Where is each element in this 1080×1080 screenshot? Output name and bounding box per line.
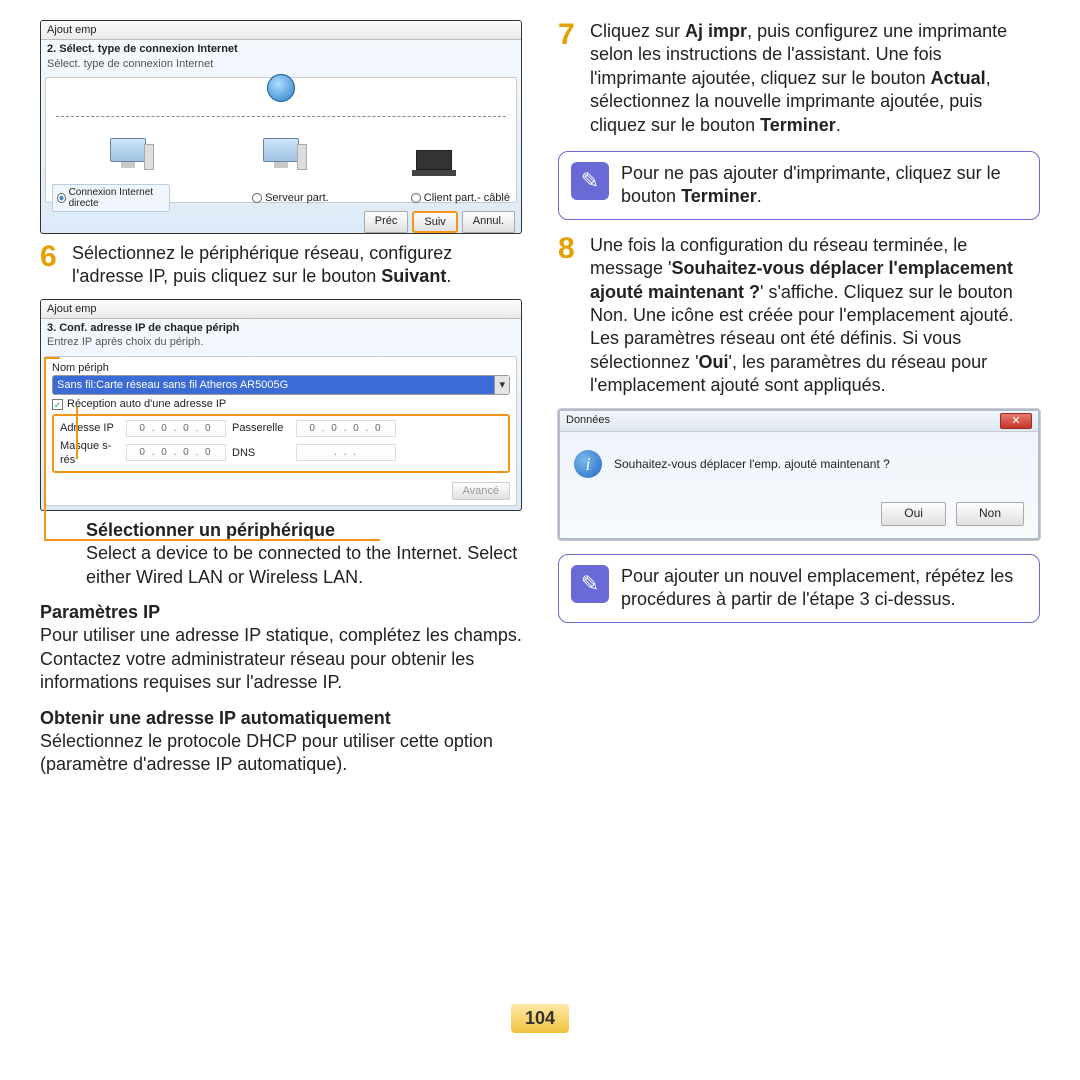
step-text: . <box>446 266 451 286</box>
step-label: 2. Sélect. type de connexion Internet <box>41 40 521 56</box>
note-text-bold: Terminer <box>681 186 757 206</box>
ip-panel: Nom périph Sans fil:Carte réseau sans fi… <box>45 356 517 506</box>
radio-label: Serveur part. <box>265 191 329 205</box>
step-number: 7 <box>558 20 582 137</box>
note-add-location: ✎ Pour ajouter un nouvel emplacement, ré… <box>558 554 1040 623</box>
radio-unchecked-icon <box>252 193 262 203</box>
name-label: Nom périph <box>52 361 510 375</box>
radio-checked-icon <box>57 193 66 203</box>
step-number: 8 <box>558 234 582 398</box>
window-ip-config: Ajout emp 3. Conf. adresse IP de chaque … <box>40 299 522 511</box>
info-icon: i <box>574 450 602 478</box>
callout-ip-settings: Paramètres IP Pour utiliser une adresse … <box>40 601 522 695</box>
step-label: 3. Conf. adresse IP de chaque périph <box>41 319 521 335</box>
callout-body: Pour utiliser une adresse IP statique, c… <box>40 624 522 694</box>
step-6: 6 Sélectionnez le périphérique réseau, c… <box>40 242 522 289</box>
callout-auto-ip: Obtenir une adresse IP automatiquement S… <box>40 707 522 777</box>
radio-label: Connexion Internet directe <box>69 187 165 209</box>
dialog-message: Souhaitez-vous déplacer l'emp. ajouté ma… <box>614 457 890 473</box>
dns-label: DNS <box>232 446 290 460</box>
pencil-icon: ✎ <box>571 565 609 603</box>
no-button[interactable]: Non <box>956 502 1024 526</box>
laptop-icon <box>411 150 457 176</box>
step-text-bold: Actual <box>931 68 986 88</box>
step-text-bold: Aj impr <box>685 21 747 41</box>
callout-connector <box>44 539 380 541</box>
instruction: Entrez IP après choix du périph. <box>41 335 521 351</box>
ip-fields-group: Adresse IP 0 . 0 . 0 . 0 Passerelle 0 . … <box>52 414 510 474</box>
gateway-label: Passerelle <box>232 421 290 435</box>
options-panel: Connexion Internet directe Serveur part.… <box>45 77 517 203</box>
callout-body: Sélectionnez le protocole DHCP pour util… <box>40 730 522 777</box>
checkbox-label: Réception auto d'une adresse IP <box>67 397 226 411</box>
mask-input[interactable]: 0 . 0 . 0 . 0 <box>126 444 226 461</box>
confirm-dialog: Données ✕ i Souhaitez-vous déplacer l'em… <box>558 409 1040 540</box>
pc-desktop-icon <box>105 138 151 176</box>
window-connection-type: Ajout emp 2. Sélect. type de connexion I… <box>40 20 522 234</box>
close-button[interactable]: ✕ <box>1000 413 1032 429</box>
chevron-down-icon: ▾ <box>494 376 509 394</box>
note-text: Pour ajouter un nouvel emplacement, répé… <box>621 565 1029 612</box>
step-text-bold: Terminer <box>760 115 836 135</box>
callout-title: Paramètres IP <box>40 601 522 624</box>
note-skip-printer: ✎ Pour ne pas ajouter d'imprimante, cliq… <box>558 151 1040 220</box>
callout-connector <box>76 407 78 459</box>
yes-button[interactable]: Oui <box>881 502 946 526</box>
step-text-bold: Suivant <box>381 266 446 286</box>
window-title: Ajout emp <box>41 21 521 40</box>
callout-body: Select a device to be connected to the I… <box>86 542 522 589</box>
page-number: 104 <box>40 1004 1040 1033</box>
connection-lines <box>56 116 506 117</box>
device-dropdown[interactable]: Sans fil:Carte réseau sans fil Atheros A… <box>52 375 510 395</box>
note-text: . <box>757 186 762 206</box>
internet-globe-icon <box>267 74 295 102</box>
step-text-bold: Oui <box>699 352 729 372</box>
dialog-title: Données <box>566 413 610 429</box>
cancel-button[interactable]: Annul. <box>462 211 515 233</box>
gateway-input[interactable]: 0 . 0 . 0 . 0 <box>296 420 396 437</box>
auto-ip-checkbox[interactable]: ✓ Réception auto d'une adresse IP <box>52 395 510 413</box>
pc-desktop-icon <box>258 138 304 176</box>
radio-label: Client part.- câblé <box>424 191 510 205</box>
step-7: 7 Cliquez sur Aj impr, puis configurez u… <box>558 20 1040 137</box>
step-text: Cliquez sur <box>590 21 685 41</box>
instruction: Sélect. type de connexion Internet <box>41 57 521 73</box>
advanced-button[interactable]: Avancé <box>452 482 511 500</box>
ip-input[interactable]: 0 . 0 . 0 . 0 <box>126 420 226 437</box>
radio-shared-server[interactable]: Serveur part. <box>252 191 329 205</box>
prev-button[interactable]: Préc <box>364 211 409 233</box>
radio-direct-connection[interactable]: Connexion Internet directe <box>52 184 170 212</box>
callout-select-device: Sélectionner un périphérique Select a de… <box>40 519 522 589</box>
note-text: Pour ne pas ajouter d'imprimante, clique… <box>621 163 1001 206</box>
step-text: . <box>836 115 841 135</box>
radio-wired-client[interactable]: Client part.- câblé <box>411 191 510 205</box>
next-button[interactable]: Suiv <box>412 211 457 233</box>
window-title: Ajout emp <box>41 300 521 319</box>
pencil-icon: ✎ <box>571 162 609 200</box>
dns-input[interactable]: . . . <box>296 444 396 461</box>
step-8: 8 Une fois la configuration du réseau te… <box>558 234 1040 398</box>
ip-label: Adresse IP <box>60 421 120 435</box>
mask-label: Masque s-rés <box>60 439 120 468</box>
callout-connector <box>44 357 60 359</box>
dropdown-value: Sans fil:Carte réseau sans fil Atheros A… <box>53 376 292 394</box>
callout-title: Obtenir une adresse IP automatiquement <box>40 707 522 730</box>
radio-unchecked-icon <box>411 193 421 203</box>
callout-connector <box>44 357 46 539</box>
checkbox-checked-icon: ✓ <box>52 399 63 410</box>
step-number: 6 <box>40 242 64 289</box>
